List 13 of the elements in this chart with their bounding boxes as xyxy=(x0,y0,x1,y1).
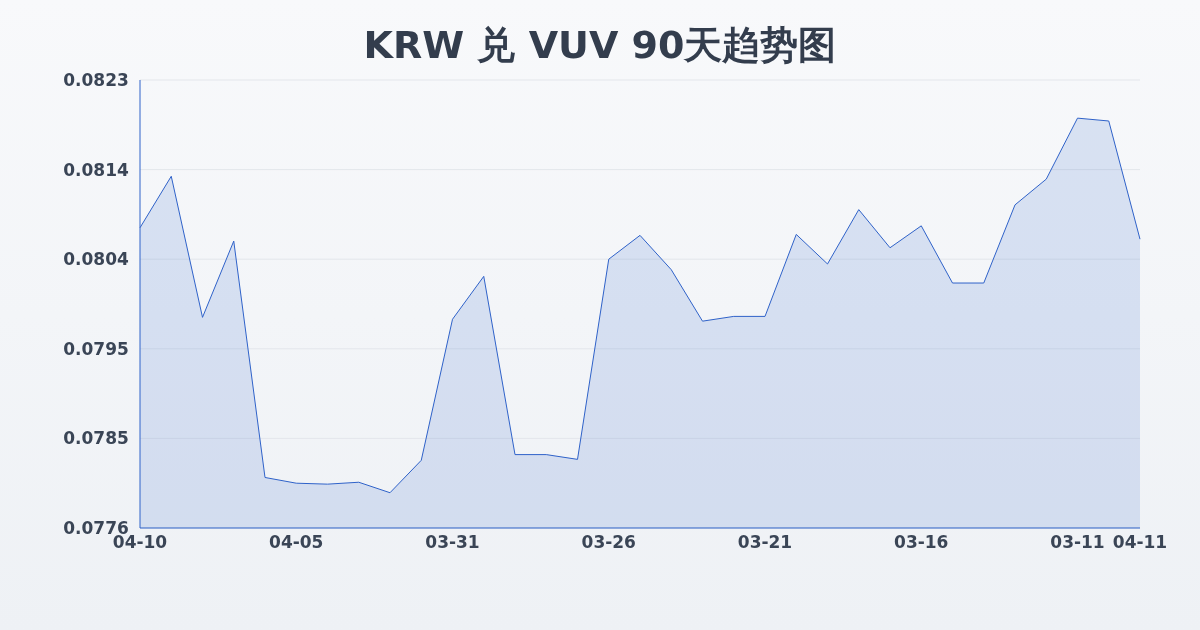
x-tick-label: 03-16 xyxy=(894,532,949,553)
x-tick-label: 03-21 xyxy=(737,532,793,553)
x-tick-label: 03-26 xyxy=(581,532,636,553)
chart-title: KRW 兑 VUV 90天趋势图 xyxy=(362,22,838,69)
x-tick-label: 03-11 xyxy=(1050,532,1105,553)
y-tick-label: 0.0785 xyxy=(63,428,129,449)
y-tick-label: 0.0823 xyxy=(63,70,129,91)
x-tick-label: 04-11 xyxy=(1112,532,1168,553)
x-tick-label: 04-05 xyxy=(269,532,324,553)
x-tick-label: 03-31 xyxy=(425,532,480,553)
y-tick-label: 0.0795 xyxy=(63,338,129,359)
y-tick-label: 0.0814 xyxy=(63,159,129,180)
y-tick-label: 0.0804 xyxy=(63,249,129,270)
